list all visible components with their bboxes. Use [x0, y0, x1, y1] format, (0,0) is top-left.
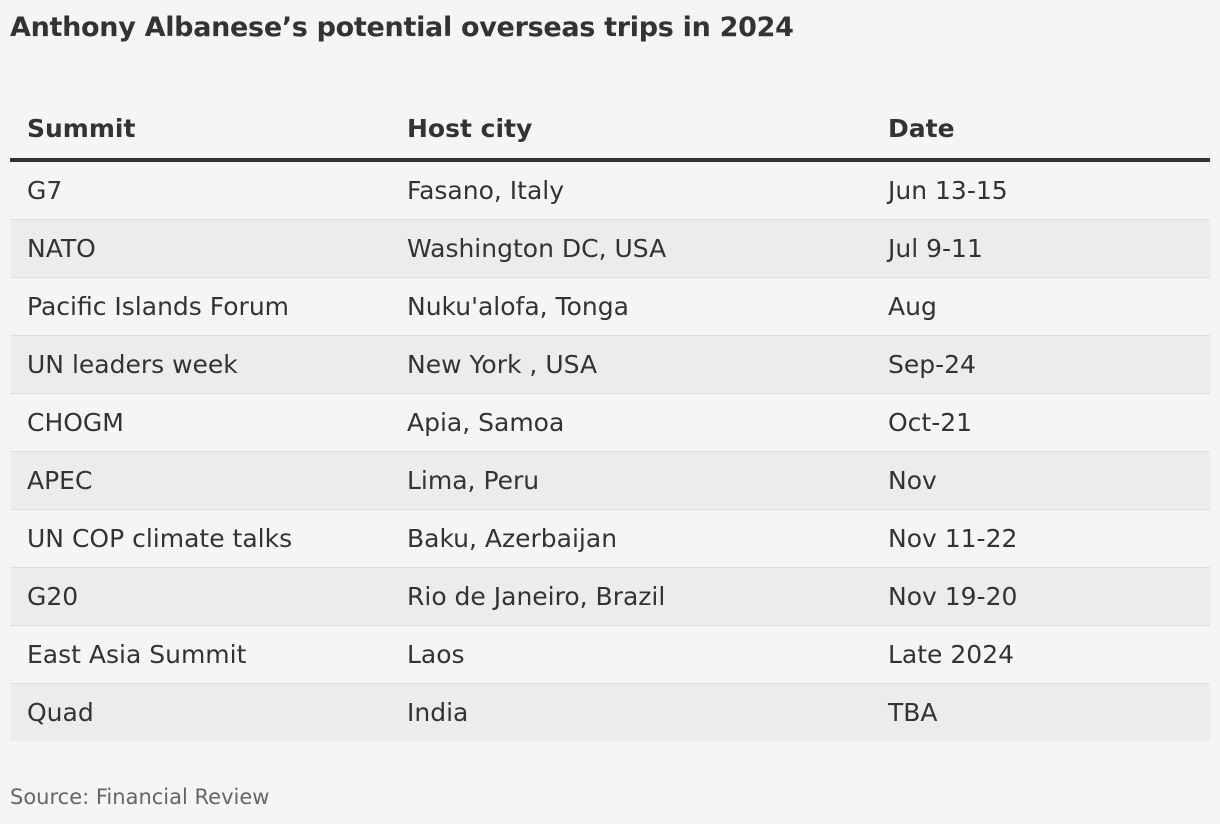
table-cell: Jun 13-15	[871, 160, 1210, 220]
table-cell: Laos	[390, 625, 871, 684]
table-cell: Baku, Azerbaijan	[390, 509, 871, 568]
table-row: CHOGM Apia, Samoa Oct-21	[10, 393, 1210, 452]
table: Summit Host city Date G7 Fasano, Italy Jun 1…	[10, 98, 1210, 741]
table-cell: G7	[10, 160, 390, 220]
table-row: East Asia Summit Laos Late 2024	[10, 625, 1210, 684]
table-row: APEC Lima, Peru Nov	[10, 451, 1210, 510]
table-cell: Nuku'alofa, Tonga	[390, 277, 871, 336]
table-cell: India	[390, 683, 871, 741]
table-cell: Jul 9-11	[871, 219, 1210, 278]
table-row: Pacific Islands Forum Nuku'alofa, Tonga Au…	[10, 277, 1210, 336]
table-cell: Nov 19-20	[871, 567, 1210, 626]
source: Source: Financial Review	[10, 785, 270, 809]
table-cell: Nov 11-22	[871, 509, 1210, 568]
table-cell: Washington DC, USA	[390, 219, 871, 278]
table-cell: UN leaders week	[10, 335, 390, 394]
table-cell: Nov	[871, 451, 1210, 510]
table-row: Quad India TBA	[10, 683, 1210, 741]
table-cell: Pacific Islands Forum	[10, 277, 390, 336]
table-cell: APEC	[10, 451, 390, 510]
table-cell: CHOGM	[10, 393, 390, 452]
column-header: Host city	[390, 98, 871, 162]
table-row: G7 Fasano, Italy Jun 13-15	[10, 160, 1210, 220]
column-header: Date	[871, 98, 1210, 162]
table-cell: Apia, Samoa	[390, 393, 871, 452]
table-row: UN COP climate talks Baku, Azerbaijan Nov …	[10, 509, 1210, 568]
table-cell: Late 2024	[871, 625, 1210, 684]
table-cell: Lima, Peru	[390, 451, 871, 510]
table-cell: NATO	[10, 219, 390, 278]
table-cell: TBA	[871, 683, 1210, 741]
title: Anthony Albanese’s potential overseas tr…	[10, 12, 794, 43]
table-cell: East Asia Summit	[10, 625, 390, 684]
table-cell: Quad	[10, 683, 390, 741]
table-row: UN leaders week New York , USA Sep-24	[10, 335, 1210, 394]
header-row: Summit Host city Date	[10, 98, 1210, 162]
table-cell: Rio de Janeiro, Brazil	[390, 567, 871, 626]
table-cell: New York , USA	[390, 335, 871, 394]
column-header: Summit	[10, 98, 390, 162]
table-cell: Fasano, Italy	[390, 160, 871, 220]
table-cell: UN COP climate talks	[10, 509, 390, 568]
table-row: NATO Washington DC, USA Jul 9-11	[10, 219, 1210, 278]
table-row: G20 Rio de Janeiro, Brazil Nov 19-20	[10, 567, 1210, 626]
table-cell: Sep-24	[871, 335, 1210, 394]
table-cell: Oct-21	[871, 393, 1210, 452]
table-cell: Aug	[871, 277, 1210, 336]
table-cell: G20	[10, 567, 390, 626]
